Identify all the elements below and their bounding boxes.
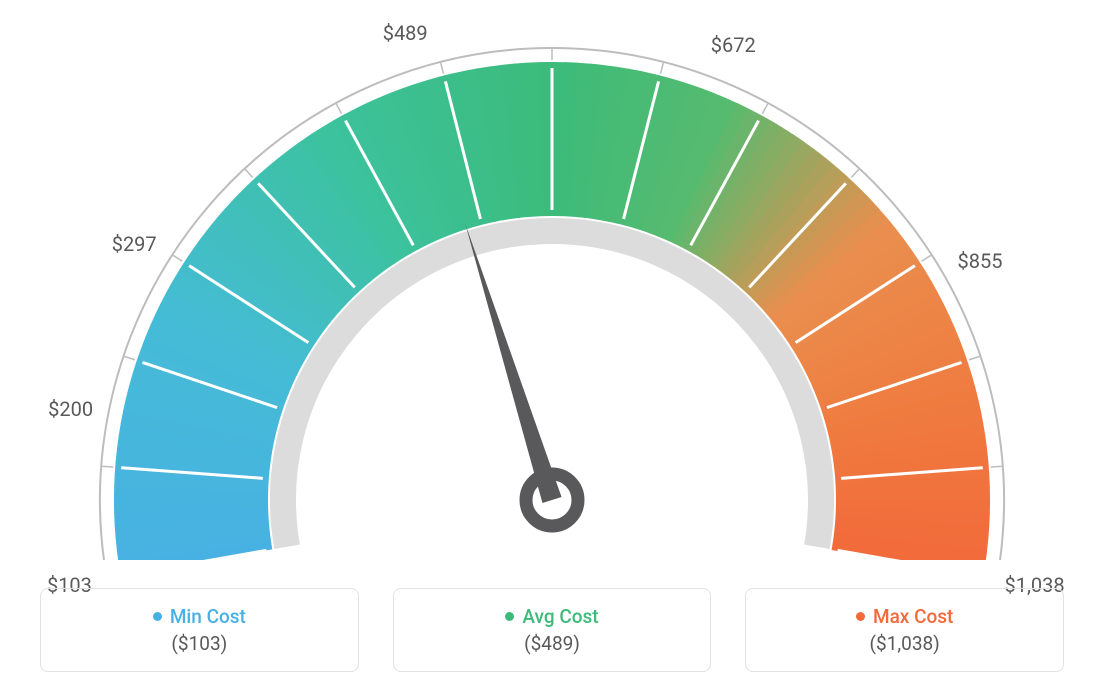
legend-label: Min Cost [170,605,246,628]
gauge-outer-tick [102,466,113,467]
gauge-svg [0,0,1104,560]
gauge-outer-tick [661,63,664,74]
legend-dot-max [856,612,865,621]
gauge-tick-label: $489 [383,21,428,45]
legend-value: ($489) [524,632,580,655]
gauge-outer-tick [441,63,444,74]
legend-label: Max Cost [873,605,953,628]
legend-row: Min Cost ($103) Avg Cost ($489) Max Cost ($1,… [0,588,1104,672]
gauge-outer-tick [762,104,767,114]
legend-dot-min [153,612,162,621]
gauge-outer-tick [173,255,182,261]
gauge-tick-label: $297 [112,232,157,256]
legend-title-avg: Avg Cost [505,605,598,628]
gauge-outer-tick [336,104,341,114]
legend-value: ($1,038) [870,632,940,655]
legend-title-min: Min Cost [153,605,246,628]
gauge-outer-tick [851,169,858,177]
gauge-chart: $103$200$297$489$672$855$1,038 [0,0,1104,560]
legend-dot-avg [505,612,514,621]
legend-title-max: Max Cost [856,605,953,628]
gauge-tick-label: $200 [48,397,93,421]
gauge-outer-tick [922,255,931,261]
gauge-outer-tick [245,169,252,177]
legend-card-avg: Avg Cost ($489) [393,588,712,672]
gauge-outer-tick [991,466,1002,467]
legend-value: ($103) [171,632,227,655]
gauge-outer-tick [124,356,134,360]
legend-card-min: Min Cost ($103) [40,588,359,672]
legend-card-max: Max Cost ($1,038) [745,588,1064,672]
gauge-tick-label: $672 [711,33,756,57]
gauge-outer-tick [969,356,979,360]
gauge-needle [465,223,561,503]
gauge-tick-label: $855 [957,249,1002,273]
legend-label: Avg Cost [522,605,598,628]
